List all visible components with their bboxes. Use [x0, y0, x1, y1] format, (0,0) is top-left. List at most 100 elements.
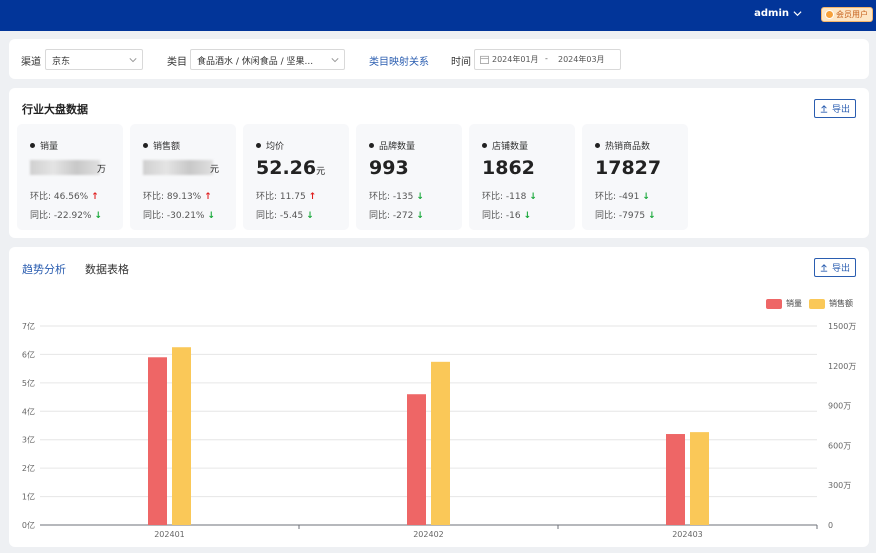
username: admin [754, 8, 789, 19]
channel-value: 京东 [52, 57, 71, 67]
section-title: 行业大盘数据 [22, 103, 88, 116]
metric-yoy: 同比: -22.92% ↓ [30, 211, 102, 221]
arrow-down-icon: ↓ [207, 211, 215, 221]
bar-sales-amount-202403 [690, 432, 709, 525]
y-axis-left-tick: 2亿 [22, 463, 35, 473]
category-select[interactable]: 食品酒水 / 休闲食品 / 坚果... [190, 49, 345, 70]
metric-mom: 环比: 11.75 ↑ [256, 192, 317, 202]
channel-select[interactable]: 京东 [45, 49, 143, 70]
metric-value: 993 [369, 157, 409, 179]
vip-icon [825, 10, 834, 19]
metric-mom: 环比: -491 ↓ [595, 192, 650, 202]
arrow-down-icon: ↓ [647, 211, 656, 221]
top-navbar: admin 会员用户 [0, 0, 876, 31]
metric-mom: 环比: 46.56% ↑ [30, 192, 99, 202]
metric-card: 销量万环比: 46.56% ↑ 同比: -22.92% ↓ [17, 124, 123, 230]
export-label: 导出 [831, 264, 850, 274]
arrow-down-icon: ↓ [94, 211, 102, 221]
bar-sales-volume-202402 [407, 394, 426, 525]
metric-value-masked [143, 160, 213, 175]
category-mapping-link[interactable]: 类目映射关系 [369, 57, 429, 68]
legend-item-sales-amount[interactable]: 销售额 [809, 298, 853, 309]
y-axis-right-tick: 300万 [828, 481, 851, 490]
category-label: 类目 [167, 57, 187, 68]
arrow-up-icon: ↑ [308, 192, 317, 202]
time-label: 时间 [451, 57, 471, 68]
legend-label: 销售额 [829, 299, 853, 308]
export-button[interactable]: 导出 [814, 99, 856, 118]
legend-item-sales-volume[interactable]: 销量 [766, 298, 802, 309]
arrow-down-icon: ↓ [523, 211, 532, 221]
bullet-icon [595, 143, 600, 148]
arrow-down-icon: ↓ [642, 192, 650, 202]
x-axis-tick-label: 202403 [672, 530, 703, 539]
date-range-picker[interactable]: 2024年01月 - 2024年03月 [474, 49, 621, 70]
industry-overview-panel: 行业大盘数据 导出 销量万环比: 46.56% ↑ 同比: -22.92% ↓ 销售… [9, 88, 869, 238]
metric-unit: 元 [316, 167, 326, 177]
metric-card: 销售额元环比: 89.13% ↑ 同比: -30.21% ↓ [130, 124, 236, 230]
metric-yoy: 同比: -7975 ↓ [595, 211, 656, 221]
y-axis-right-tick: 1200万 [828, 362, 856, 371]
filter-bar: 渠道 京东 类目 食品酒水 / 休闲食品 / 坚果... 类目映射关系 时间 2… [9, 39, 869, 79]
y-axis-left-tick: 4亿 [22, 406, 35, 416]
vip-badge[interactable]: 会员用户 [821, 7, 873, 22]
metric-card: 热销商品数 17827 环比: -491 ↓ 同比: -7975 ↓ [582, 124, 688, 230]
metric-name: 销售额 [143, 139, 180, 152]
metric-unit: 万 [97, 165, 107, 175]
bar-sales-amount-202402 [431, 361, 450, 525]
chevron-down-icon [331, 58, 339, 63]
metric-name: 均价 [256, 139, 284, 152]
metric-yoy: 同比: -272 ↓ [369, 211, 424, 221]
channel-label: 渠道 [21, 57, 41, 68]
y-axis-right-tick: 0 [828, 521, 833, 530]
export-button[interactable]: 导出 [814, 258, 856, 277]
metric-mom: 环比: -118 ↓ [482, 192, 537, 202]
upload-icon [820, 104, 828, 113]
chevron-down-icon [129, 58, 137, 63]
y-axis-left-tick: 7亿 [22, 321, 35, 331]
bullet-icon [143, 143, 148, 148]
y-axis-right-tick: 1500万 [828, 322, 856, 331]
metric-value: 17827 [595, 157, 662, 179]
metric-name: 热销商品数 [595, 139, 650, 152]
metric-card: 品牌数量 993 环比: -135 ↓ 同比: -272 ↓ [356, 124, 462, 230]
bar-sales-amount-202401 [172, 347, 191, 525]
metric-yoy: 同比: -5.45 ↓ [256, 211, 314, 221]
category-value: 食品酒水 / 休闲食品 / 坚果... [197, 57, 314, 67]
arrow-down-icon: ↓ [416, 211, 424, 221]
y-axis-left-tick: 3亿 [22, 435, 35, 445]
metric-name: 品牌数量 [369, 139, 415, 152]
legend-label: 销量 [786, 299, 802, 308]
metric-mom: 环比: -135 ↓ [369, 192, 424, 202]
user-menu[interactable]: admin [754, 8, 802, 19]
tab-data-table[interactable]: 数据表格 [85, 263, 129, 276]
metric-mom: 环比: 89.13% ↑ [143, 192, 212, 202]
x-axis-tick-label: 202401 [154, 530, 185, 539]
bullet-icon [256, 143, 261, 148]
y-axis-left-tick: 0亿 [22, 520, 35, 530]
upload-icon [820, 263, 828, 272]
tab-trend-analysis[interactable]: 趋势分析 [22, 263, 66, 276]
legend-swatch [766, 298, 782, 309]
metric-card: 店铺数量 1862 环比: -118 ↓ 同比: -16 ↓ [469, 124, 575, 230]
arrow-down-icon: ↓ [416, 192, 424, 202]
date-separator: - [545, 54, 548, 63]
bullet-icon [369, 143, 374, 148]
metric-yoy: 同比: -16 ↓ [482, 211, 532, 221]
metric-value: 52.26元 [256, 157, 326, 179]
metric-yoy: 同比: -30.21% ↓ [143, 211, 215, 221]
vip-label: 会员用户 [836, 10, 868, 19]
y-axis-left-tick: 5亿 [22, 378, 35, 388]
bullet-icon [30, 143, 35, 148]
export-label: 导出 [831, 105, 850, 115]
y-axis-left-tick: 6亿 [22, 349, 35, 359]
date-start: 2024年01月 [492, 55, 539, 64]
arrow-down-icon: ↓ [306, 211, 314, 221]
y-axis-left-tick: 1亿 [22, 492, 35, 502]
y-axis-right-tick: 900万 [828, 402, 851, 411]
metric-name: 销量 [30, 139, 58, 152]
date-end: 2024年03月 [558, 55, 605, 64]
bullet-icon [482, 143, 487, 148]
bar-sales-volume-202401 [148, 357, 167, 525]
metric-name: 店铺数量 [482, 139, 528, 152]
